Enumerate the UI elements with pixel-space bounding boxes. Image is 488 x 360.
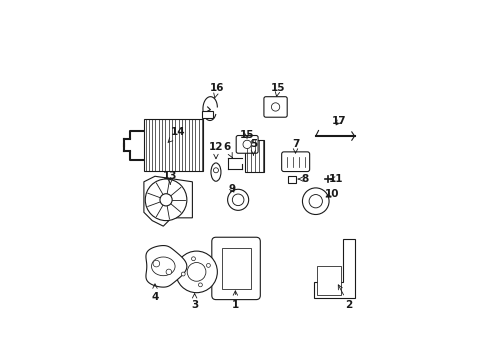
Circle shape (243, 140, 251, 149)
Circle shape (227, 189, 248, 210)
Circle shape (302, 188, 328, 215)
Bar (287, 176, 296, 183)
FancyBboxPatch shape (236, 135, 258, 153)
Bar (202, 111, 213, 118)
FancyBboxPatch shape (211, 237, 260, 300)
Text: 8: 8 (298, 174, 307, 184)
Bar (317, 266, 340, 296)
Circle shape (187, 262, 205, 281)
Text: 1: 1 (231, 291, 239, 310)
Text: 2: 2 (338, 285, 352, 310)
Circle shape (181, 272, 185, 276)
Circle shape (175, 251, 217, 293)
Ellipse shape (210, 163, 221, 181)
Text: 10: 10 (325, 189, 339, 199)
Circle shape (198, 283, 202, 287)
Text: 15: 15 (270, 82, 285, 96)
Bar (244, 140, 264, 172)
FancyBboxPatch shape (281, 152, 309, 172)
Circle shape (206, 264, 210, 267)
Bar (221, 248, 250, 288)
Circle shape (153, 260, 160, 267)
Text: 14: 14 (168, 127, 185, 142)
Text: 16: 16 (210, 82, 224, 98)
Text: 11: 11 (328, 174, 343, 184)
Text: 15: 15 (239, 130, 254, 140)
Circle shape (191, 257, 195, 261)
Circle shape (308, 194, 322, 208)
Polygon shape (143, 176, 192, 226)
Text: 5: 5 (249, 139, 257, 155)
Polygon shape (314, 239, 354, 298)
Text: 6: 6 (223, 142, 232, 158)
Circle shape (160, 194, 172, 206)
Bar (143, 120, 203, 171)
Text: 9: 9 (228, 184, 235, 194)
FancyBboxPatch shape (264, 97, 286, 117)
Text: 13: 13 (163, 171, 177, 184)
Text: 4: 4 (151, 284, 158, 302)
Circle shape (232, 194, 244, 206)
Ellipse shape (151, 257, 175, 276)
Text: 12: 12 (208, 142, 223, 159)
Circle shape (166, 269, 171, 275)
Text: 17: 17 (331, 116, 346, 126)
Circle shape (271, 103, 279, 111)
Circle shape (145, 179, 186, 221)
Circle shape (213, 168, 218, 173)
Polygon shape (145, 246, 186, 287)
Text: 3: 3 (191, 294, 198, 310)
Text: 7: 7 (291, 139, 299, 153)
